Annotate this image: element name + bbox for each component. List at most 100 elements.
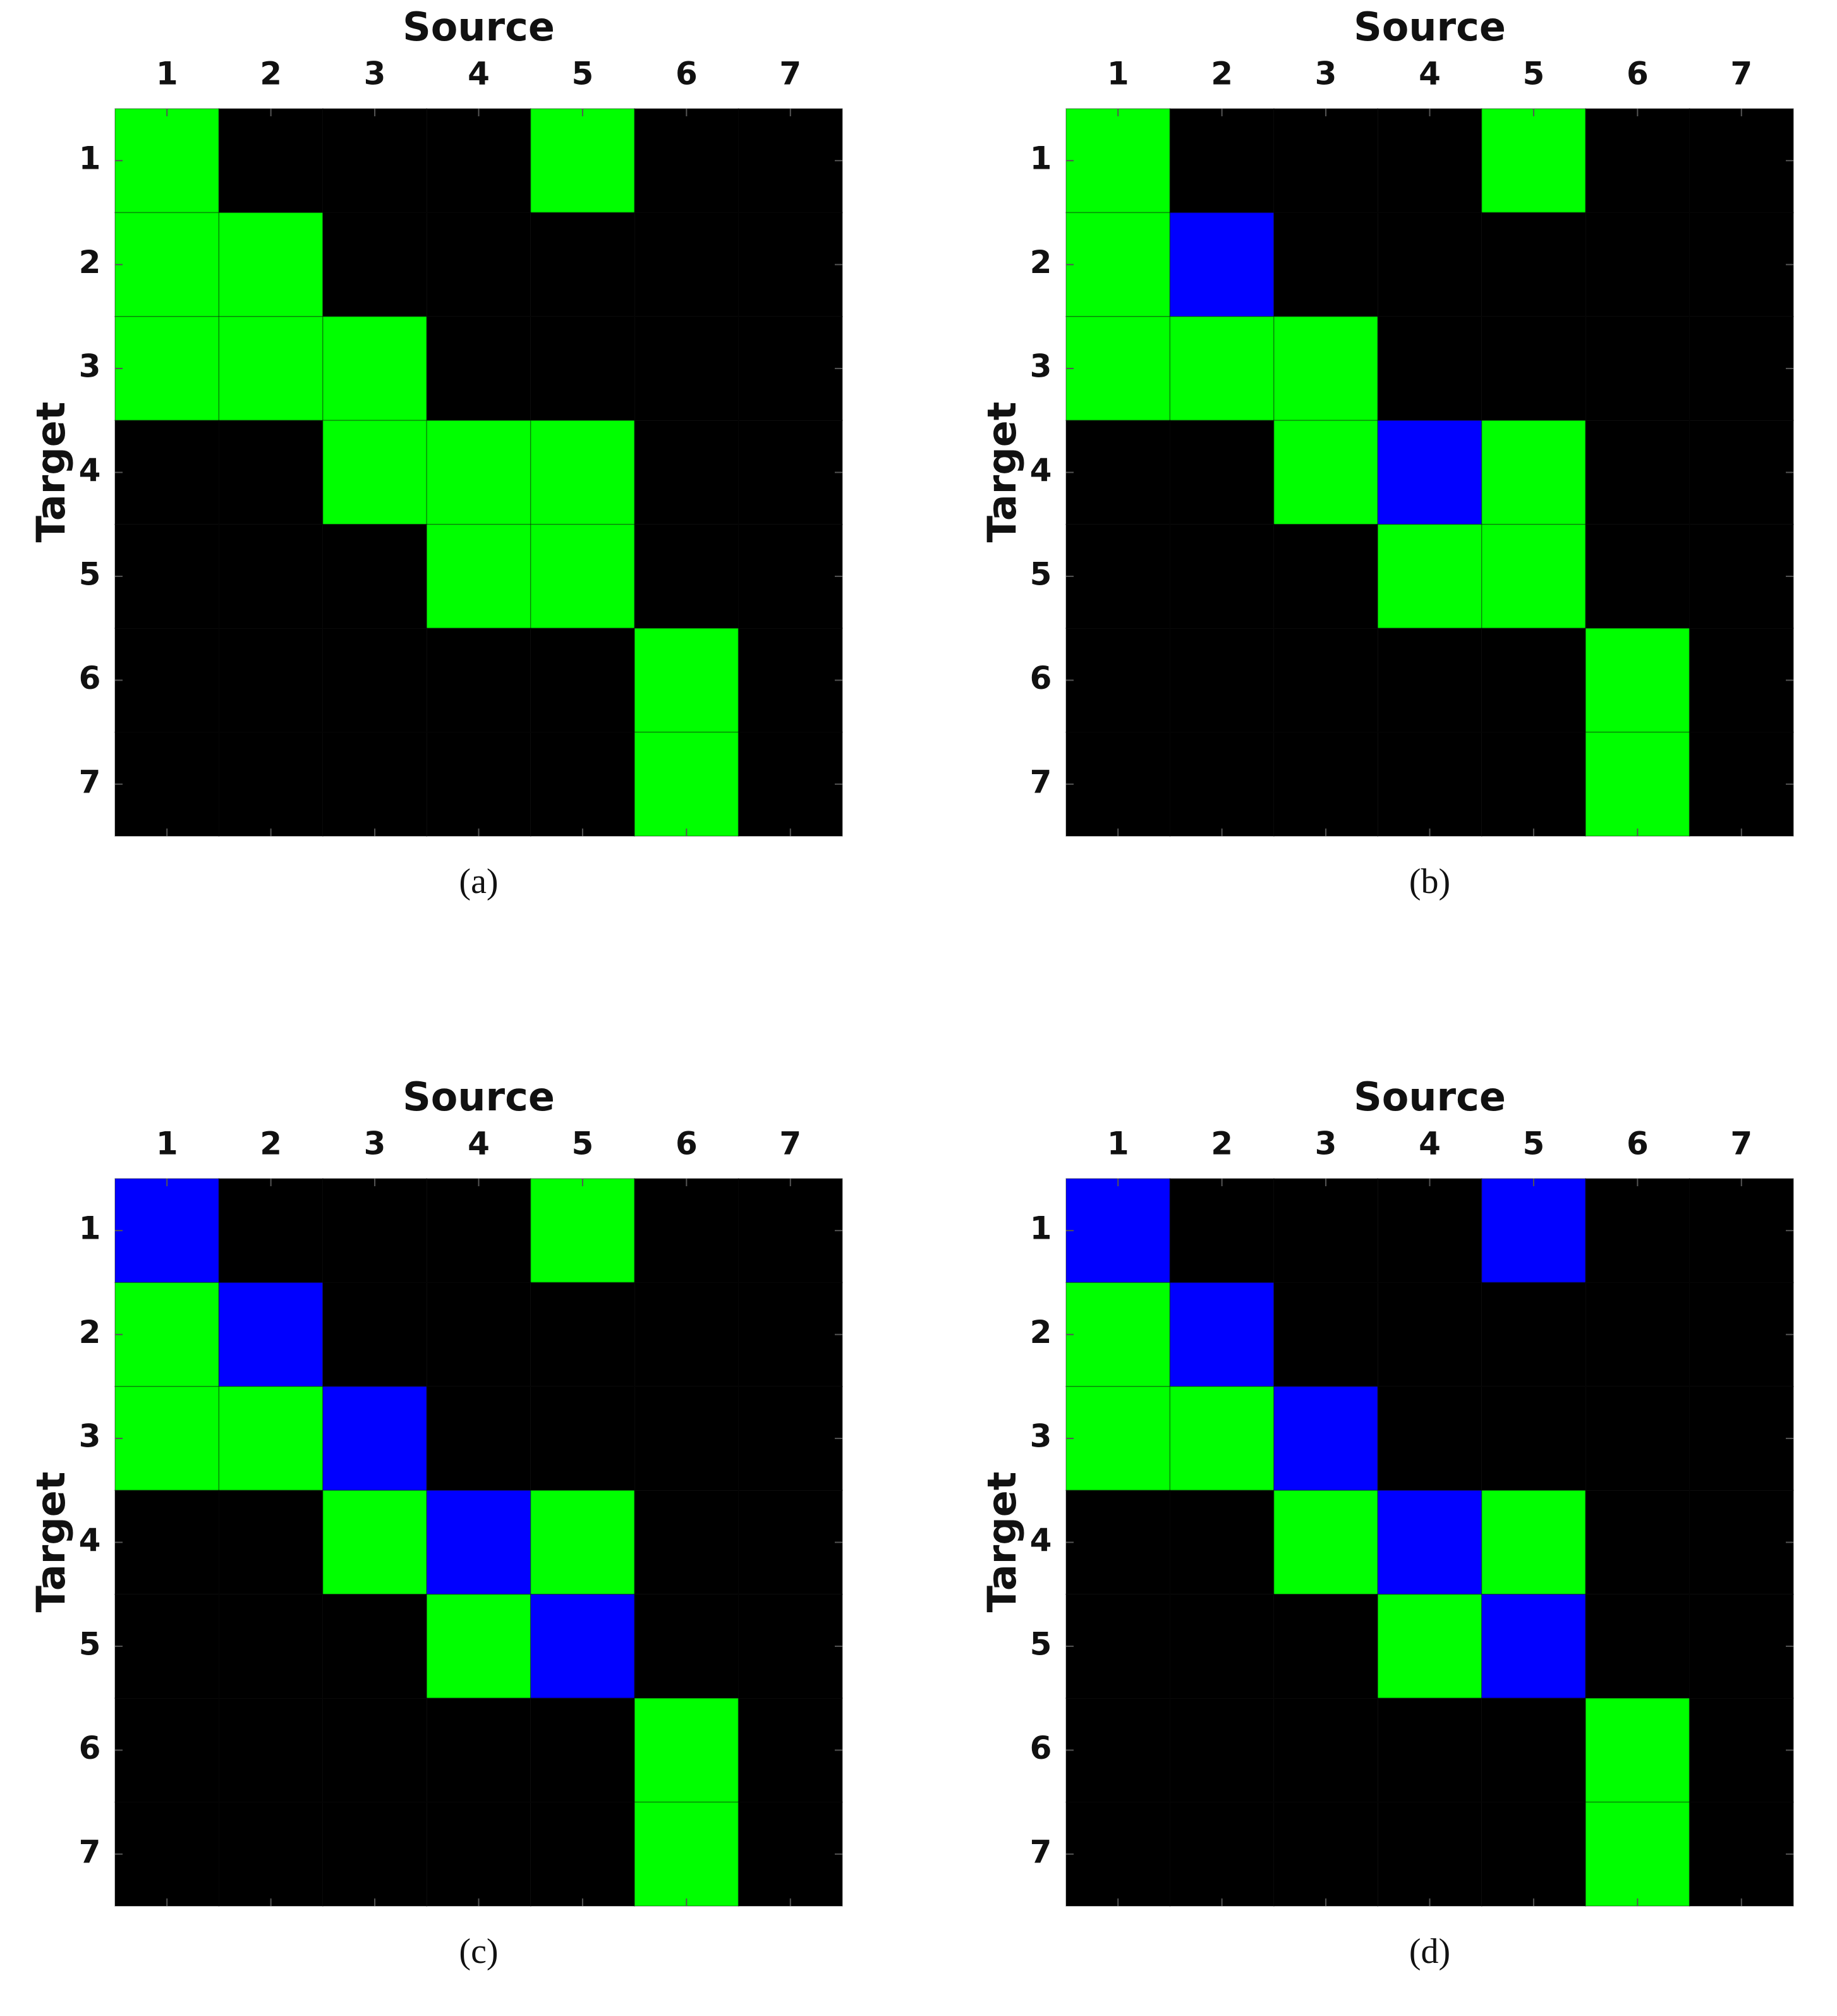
cell — [1273, 316, 1379, 422]
cell — [1169, 628, 1275, 733]
cell — [634, 1593, 739, 1699]
cell — [1065, 1178, 1171, 1284]
x-tick-label: 3 — [364, 1126, 386, 1162]
cell — [530, 1593, 635, 1699]
cell — [218, 1490, 324, 1595]
cell — [737, 731, 843, 837]
y-tick-label: 1 — [1030, 1210, 1052, 1247]
x-tick-label: 5 — [1523, 1126, 1545, 1162]
cell — [426, 316, 531, 422]
cell — [426, 1282, 531, 1387]
cell — [1481, 1593, 1586, 1699]
y-tick-label: 3 — [79, 348, 101, 385]
cell — [530, 731, 635, 837]
cell — [1481, 1490, 1586, 1595]
cell — [1585, 1697, 1690, 1803]
x-tick-label: 5 — [572, 1126, 594, 1162]
cell — [1169, 1697, 1275, 1803]
heatmap-panel: 1 2 3 4 5 6 7 1 2 3 4 5 6 7 Source Target (b) — [979, 4, 1794, 901]
cell — [1273, 628, 1379, 733]
cell — [530, 108, 635, 214]
cell — [1169, 731, 1275, 837]
x-tick-label: 2 — [260, 56, 282, 92]
cell — [322, 1593, 428, 1699]
x-tick-label: 2 — [260, 1126, 282, 1162]
cell — [114, 1697, 220, 1803]
cell — [114, 731, 220, 837]
cell — [1065, 1801, 1171, 1907]
cell — [1481, 628, 1586, 733]
y-tick-label: 4 — [1030, 452, 1052, 489]
heatmap-panel: 1 2 3 4 5 6 7 1 2 3 4 5 6 7 Source Target (c) — [28, 1074, 843, 1971]
cell — [114, 1178, 220, 1284]
cell — [1273, 420, 1379, 525]
cell — [1065, 523, 1171, 629]
cell — [1481, 1697, 1586, 1803]
cell — [218, 212, 324, 317]
cell — [1688, 628, 1794, 733]
cell — [218, 1697, 324, 1803]
cell — [1585, 1386, 1690, 1491]
cell — [737, 1386, 843, 1491]
cell — [1585, 1593, 1690, 1699]
y-tick-label: 6 — [1030, 1730, 1052, 1766]
cell — [426, 1386, 531, 1491]
cell — [1481, 523, 1586, 629]
cell — [1273, 1178, 1379, 1284]
cell — [114, 1801, 220, 1907]
cell — [218, 1801, 324, 1907]
cell — [1585, 628, 1690, 733]
cell — [1273, 1282, 1379, 1387]
x-tick-label: 1 — [156, 1126, 178, 1162]
y-tick-label: 2 — [79, 244, 101, 281]
x-tick-label: 3 — [1315, 56, 1337, 92]
cell — [322, 523, 428, 629]
cell — [634, 731, 739, 837]
cell — [1273, 731, 1379, 837]
cell — [1065, 731, 1171, 837]
cell — [1688, 108, 1794, 214]
cell — [737, 1593, 843, 1699]
cell — [1273, 1593, 1379, 1699]
cell — [322, 1282, 428, 1387]
cell — [1169, 212, 1275, 317]
x-axis-title: Source — [403, 4, 555, 50]
y-tick-label: 4 — [1030, 1522, 1052, 1558]
y-tick-label: 4 — [79, 1522, 101, 1558]
cell — [1585, 1178, 1690, 1284]
y-tick-label: 7 — [1030, 763, 1052, 800]
x-axis-title: Source — [403, 1074, 555, 1120]
cell — [737, 628, 843, 733]
cell — [530, 1282, 635, 1387]
cell — [1585, 316, 1690, 422]
cell — [737, 1801, 843, 1907]
cell — [322, 316, 428, 422]
x-tick-label: 6 — [1627, 56, 1649, 92]
x-tick-label: 4 — [1419, 56, 1441, 92]
cell — [1377, 316, 1482, 422]
cell — [634, 1386, 739, 1491]
cell — [1377, 731, 1482, 837]
cell — [1585, 523, 1690, 629]
cell — [530, 628, 635, 733]
cell — [737, 316, 843, 422]
cell — [737, 1282, 843, 1387]
cell — [1481, 1282, 1586, 1387]
cell — [1377, 523, 1482, 629]
cell — [1065, 1593, 1171, 1699]
cell — [1377, 1386, 1482, 1491]
cell — [1065, 628, 1171, 733]
cell — [218, 1178, 324, 1284]
cell — [634, 1490, 739, 1595]
cell — [218, 1282, 324, 1387]
cell — [1169, 1801, 1275, 1907]
cell — [1585, 1490, 1690, 1595]
cell — [114, 523, 220, 629]
caption: (b) — [1409, 862, 1450, 901]
cell — [218, 108, 324, 214]
cell — [1585, 1801, 1690, 1907]
cell — [426, 628, 531, 733]
cell — [322, 1178, 428, 1284]
cell — [634, 1801, 739, 1907]
cell — [1169, 1593, 1275, 1699]
